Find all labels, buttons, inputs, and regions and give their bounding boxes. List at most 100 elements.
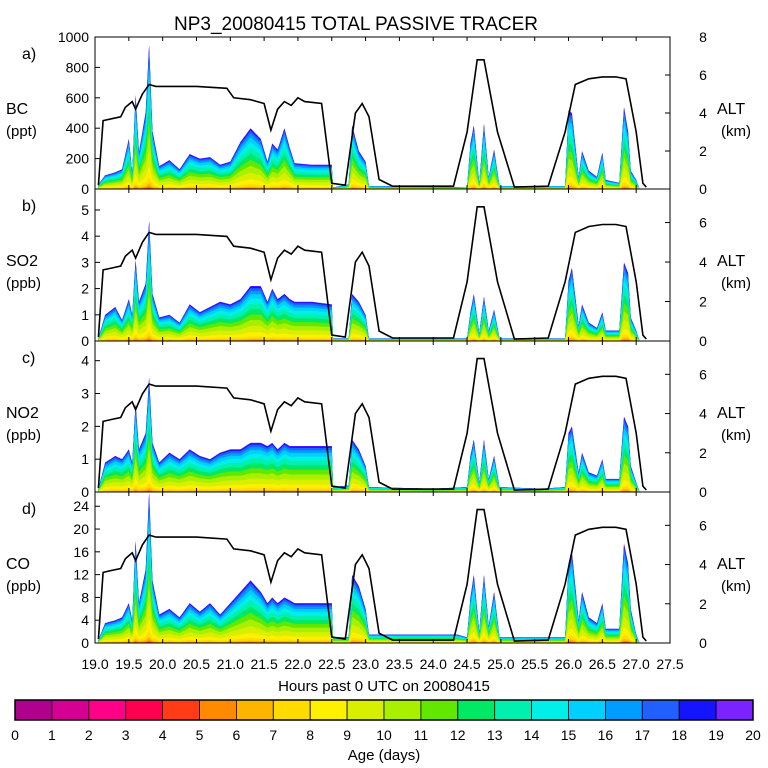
- alt-tick-label: 0: [699, 635, 707, 651]
- panel-3: 0 1 2 3 4 0 2 4 6 c) NO2 (ppb) ALT (km): [6, 340, 751, 500]
- age-band-14: [98, 489, 640, 492]
- y-tick-label: 600: [66, 90, 90, 106]
- colorbar-cell-16: [605, 699, 643, 721]
- colorbar-cell-12: [457, 699, 496, 721]
- age-bands: [98, 492, 640, 643]
- age-band-5: [98, 248, 640, 341]
- x-tick-label: 22.0: [284, 656, 311, 672]
- y-tick-label: 5: [81, 202, 89, 218]
- alt-unit: (km): [721, 427, 751, 444]
- age-band-3: [98, 231, 640, 341]
- age-bands: [98, 377, 640, 492]
- panel-frame: [94, 491, 671, 644]
- colorbar-cell-9: [346, 699, 385, 721]
- age-band-4: [98, 238, 640, 341]
- y-tick-label: 2: [81, 281, 89, 297]
- alt-unit: (km): [721, 578, 751, 595]
- alt-tick-label: 4: [699, 557, 707, 573]
- y-tick-label: 4: [81, 353, 89, 369]
- alt-tick-label: 4: [699, 105, 707, 121]
- x-axis-ticks: 19.0 19.5 20.0 20.5 21.0 21.5 22.0 22.5 23.0 23.5…: [81, 656, 683, 672]
- y-tick-label: 0: [81, 181, 89, 197]
- panel-letter: c): [22, 350, 35, 367]
- y-tick-label: 0: [81, 484, 89, 500]
- y-tick-label: 4: [81, 228, 89, 244]
- panel-2: 0 1 2 3 4 5 0 2 4 6 b) SO2 (ppb) ALT (km): [6, 188, 751, 349]
- colorbar-cell-4: [162, 699, 200, 721]
- altitude-line: [97, 59, 647, 188]
- colorbar-tick-label: 8: [306, 727, 314, 743]
- colorbar-cell-6: [235, 699, 274, 721]
- colorbar-tick-label: 14: [524, 727, 540, 743]
- colorbar-tick-label: 6: [233, 727, 241, 743]
- y-tick-label: 20: [73, 521, 89, 537]
- panel-letter: a): [22, 46, 36, 63]
- y-tick-label: 12: [73, 567, 89, 583]
- y-tick-label: 0: [81, 635, 89, 651]
- colorbar-tick-label: 2: [85, 727, 93, 743]
- y-tick-label: 1000: [58, 29, 89, 45]
- y-tick-label: 200: [66, 151, 90, 167]
- x-tick-label: 19.0: [81, 656, 108, 672]
- alt-tick-label: 0: [699, 484, 707, 500]
- alt-tick-label: 2: [699, 143, 707, 159]
- x-tick-label: 20.5: [183, 656, 210, 672]
- colorbar-cell-10: [383, 699, 422, 721]
- panel-letter: b): [22, 198, 36, 215]
- age-band-2: [98, 225, 640, 341]
- x-axis-label: Hours past 0 UTC on 20080415: [278, 678, 490, 695]
- age-band-8: [98, 570, 640, 643]
- age-band-8: [98, 283, 640, 341]
- colorbar-tick-label: 20: [745, 727, 761, 743]
- altitude-line: [97, 206, 647, 340]
- y-tick-label: 8: [81, 589, 89, 605]
- x-tick-label: 25.0: [487, 656, 514, 672]
- colorbar-cell-1: [51, 699, 90, 721]
- alt-label: ALT: [717, 405, 745, 422]
- y-tick-label: 2: [81, 418, 89, 434]
- age-band-9: [98, 295, 640, 341]
- colorbar-tick-label: 11: [414, 727, 429, 743]
- age-band-13: [98, 487, 640, 492]
- altitude-line: [97, 508, 647, 642]
- colorbar-tick-label: 13: [487, 727, 503, 743]
- alt-label: ALT: [717, 101, 745, 118]
- colorbar-cell-14: [531, 699, 569, 721]
- colorbar-frame: [14, 699, 754, 721]
- alt-unit: (km): [721, 275, 751, 292]
- species-unit: (ppb): [6, 275, 41, 292]
- age-band-10: [98, 308, 640, 341]
- species-label: SO2: [6, 253, 38, 270]
- colorbar-tick-label: 1: [48, 727, 56, 743]
- alt-label: ALT: [717, 556, 745, 573]
- age-band-12: [98, 630, 640, 643]
- y-tick-label: 0: [81, 333, 89, 349]
- species-unit: (ppb): [6, 578, 41, 595]
- panel-1: 0 200 400 600 800 1000 0 2 4 6 8 a) BC (ppt) ALT (km): [6, 29, 751, 197]
- chart-title: NP3_20080415 TOTAL PASSIVE TRACER: [174, 14, 538, 35]
- panels: 0200400600800100002468a)BC(ppt)ALT(km)01…: [6, 29, 751, 651]
- colorbar-tick-label: 15: [561, 727, 577, 743]
- colorbar-cell-7: [272, 699, 311, 721]
- colorbar-cell-19: [715, 699, 754, 721]
- y-tick-label: 24: [73, 498, 89, 514]
- altitude-line: [97, 357, 647, 491]
- colorbar-cell-11: [420, 699, 459, 721]
- colorbar-tick-label: 10: [376, 727, 392, 743]
- colorbar-tick-label: 12: [450, 727, 466, 743]
- y-tick-label: 400: [66, 120, 90, 136]
- x-tick-label: 21.0: [217, 656, 244, 672]
- age-band-11: [98, 473, 640, 492]
- alt-tick-label: 2: [699, 445, 707, 461]
- x-tick-label: 25.5: [521, 656, 548, 672]
- age-band-9: [98, 585, 640, 643]
- colorbar-tick-label: 5: [196, 727, 204, 743]
- age-band-11: [98, 618, 640, 643]
- alt-tick-label: 2: [699, 294, 707, 310]
- age-bands: [98, 220, 640, 341]
- alt-tick-label: 0: [699, 333, 707, 349]
- age-band-13: [98, 336, 640, 341]
- y-tick-label: 4: [81, 612, 89, 628]
- colorbar-tick-label: 3: [122, 727, 130, 743]
